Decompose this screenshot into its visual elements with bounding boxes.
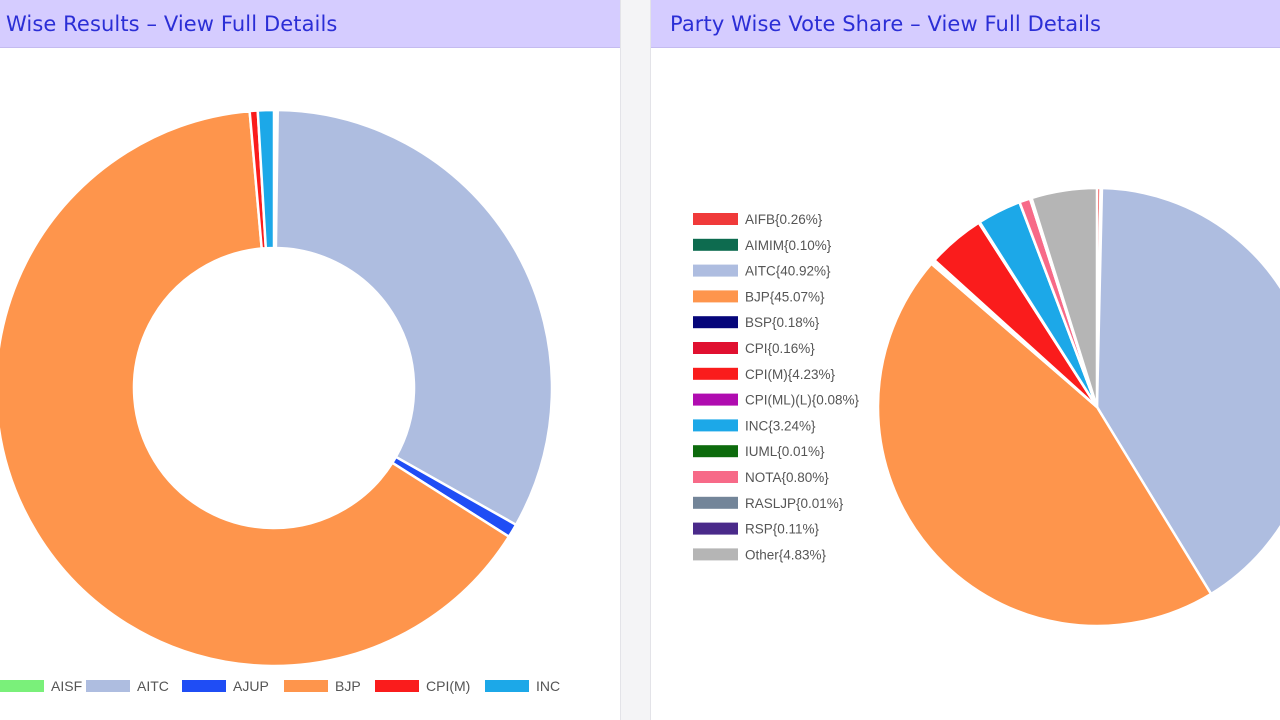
pie-legend-item-rsp[interactable]: RSP{0.11%} (693, 522, 820, 537)
doughnut-legend-label: CPI(M) (426, 678, 470, 694)
pie-legend-item-aifb[interactable]: AIFB{0.26%} (693, 212, 823, 227)
pie-legend-item-cpi-m[interactable]: CPI(M){4.23%} (693, 367, 836, 382)
pie-legend-item-bsp[interactable]: BSP{0.18%} (693, 315, 820, 330)
doughnut-legend-swatch (182, 680, 226, 692)
pie-legend-swatch (693, 290, 738, 303)
doughnut-legend-swatch (0, 680, 44, 692)
pie-slice-bjp[interactable] (876, 261, 1213, 628)
pie-legend-label: CPI(M){4.23%} (745, 367, 836, 382)
pie-legend-label: AIMIM{0.10%} (745, 238, 832, 253)
pie-legend-swatch (693, 445, 738, 458)
doughnut-legend-label: INC (536, 678, 560, 694)
seat-results-header: Wise Results – View Full Details (0, 0, 620, 48)
doughnut-legend-item-inc[interactable]: INC (485, 678, 560, 694)
doughnut-legend-label: AITC (137, 678, 169, 694)
pie-legend-label: INC{3.24%} (745, 418, 816, 433)
pie-legend-item-cpi-ml-l[interactable]: CPI(ML)(L){0.08%} (693, 393, 860, 408)
pie-legend-swatch (693, 238, 738, 251)
pie-legend-label: RASLJP{0.01%} (745, 496, 844, 511)
pie-legend-swatch (693, 342, 738, 354)
pie-legend-swatch (693, 471, 738, 483)
doughnut-legend-item-bjp[interactable]: BJP (284, 678, 361, 694)
pie-legend-item-aitc[interactable]: AITC{40.92%} (693, 264, 831, 279)
doughnut-legend-item-aisf[interactable]: AISF (0, 678, 82, 694)
pie-legend-label: NOTA{0.80%} (745, 470, 829, 485)
doughnut-slice-aitc[interactable] (274, 108, 554, 527)
pie-legend-item-inc[interactable]: INC{3.24%} (693, 418, 816, 433)
vote-share-title-link[interactable]: Party Wise Vote Share – View Full Detail… (670, 11, 1102, 36)
pie-legend-swatch (693, 367, 738, 380)
doughnut-legend-swatch (284, 680, 328, 692)
pie-legend-swatch (693, 419, 738, 432)
seat-results-panel: Wise Results – View Full Details AISF AIT… (0, 0, 621, 720)
doughnut-legend-label: BJP (335, 678, 361, 694)
pie-legend-label: BJP{45.07%} (745, 289, 825, 304)
pie-legend-swatch (693, 264, 738, 277)
pie-legend-item-nota[interactable]: NOTA{0.80%} (693, 470, 829, 485)
vote-share-panel: Party Wise Vote Share – View Full Detail… (650, 0, 1280, 720)
doughnut-slice-inc[interactable] (256, 108, 276, 250)
pie-legend-label: AIFB{0.26%} (745, 212, 823, 227)
pie-legend-item-other[interactable]: Other{4.83%} (693, 547, 827, 562)
doughnut-legend-item-cpi-m[interactable]: CPI(M) (375, 678, 470, 694)
doughnut-legend-swatch (375, 680, 419, 692)
pie-legend-swatch (693, 548, 738, 561)
seat-results-title-link[interactable]: Wise Results – View Full Details (6, 11, 338, 36)
pie-legend-item-bjp[interactable]: BJP{45.07%} (693, 289, 825, 304)
doughnut-legend-swatch (485, 680, 529, 692)
seat-results-doughnut-chart: AISF AITC AJUP BJP CPI(M) INC (0, 108, 560, 694)
pie-legend-label: AITC{40.92%} (745, 264, 831, 279)
pie-legend-swatch (693, 522, 738, 535)
vote-share-header: Party Wise Vote Share – View Full Detail… (651, 0, 1280, 48)
doughnut-legend-label: AJUP (233, 678, 269, 694)
vote-share-pie-chart: AIFB{0.26%} AIMIM{0.10%} AITC{40.92%} BJP{4… (693, 186, 1280, 628)
doughnut-legend-label: AISF (51, 678, 82, 694)
pie-legend-item-aimim[interactable]: AIMIM{0.10%} (693, 238, 832, 253)
pie-legend-swatch (693, 393, 738, 406)
pie-legend-label: CPI{0.16%} (745, 341, 815, 356)
pie-legend-item-cpi[interactable]: CPI{0.16%} (693, 341, 815, 356)
pie-legend-swatch (693, 496, 738, 509)
doughnut-legend-item-ajup[interactable]: AJUP (182, 678, 269, 694)
doughnut-legend-item-aitc[interactable]: AITC (86, 678, 169, 694)
pie-legend-label: Other{4.83%} (745, 547, 827, 562)
pie-slice-other[interactable] (1029, 186, 1099, 408)
doughnut-legend-swatch (86, 680, 130, 692)
pie-legend-label: BSP{0.18%} (745, 315, 820, 330)
doughnut-slice-bjp[interactable] (0, 109, 511, 668)
pie-legend-swatch (693, 213, 738, 225)
pie-legend-label: RSP{0.11%} (745, 522, 820, 537)
pie-legend-item-iuml[interactable]: IUML{0.01%} (693, 444, 825, 459)
pie-legend-item-rasljp[interactable]: RASLJP{0.01%} (693, 496, 844, 511)
pie-legend-label: IUML{0.01%} (745, 444, 825, 459)
pie-legend-swatch (693, 316, 738, 329)
pie-legend-label: CPI(ML)(L){0.08%} (745, 393, 860, 408)
pie-slice-aitc[interactable] (1095, 186, 1280, 596)
